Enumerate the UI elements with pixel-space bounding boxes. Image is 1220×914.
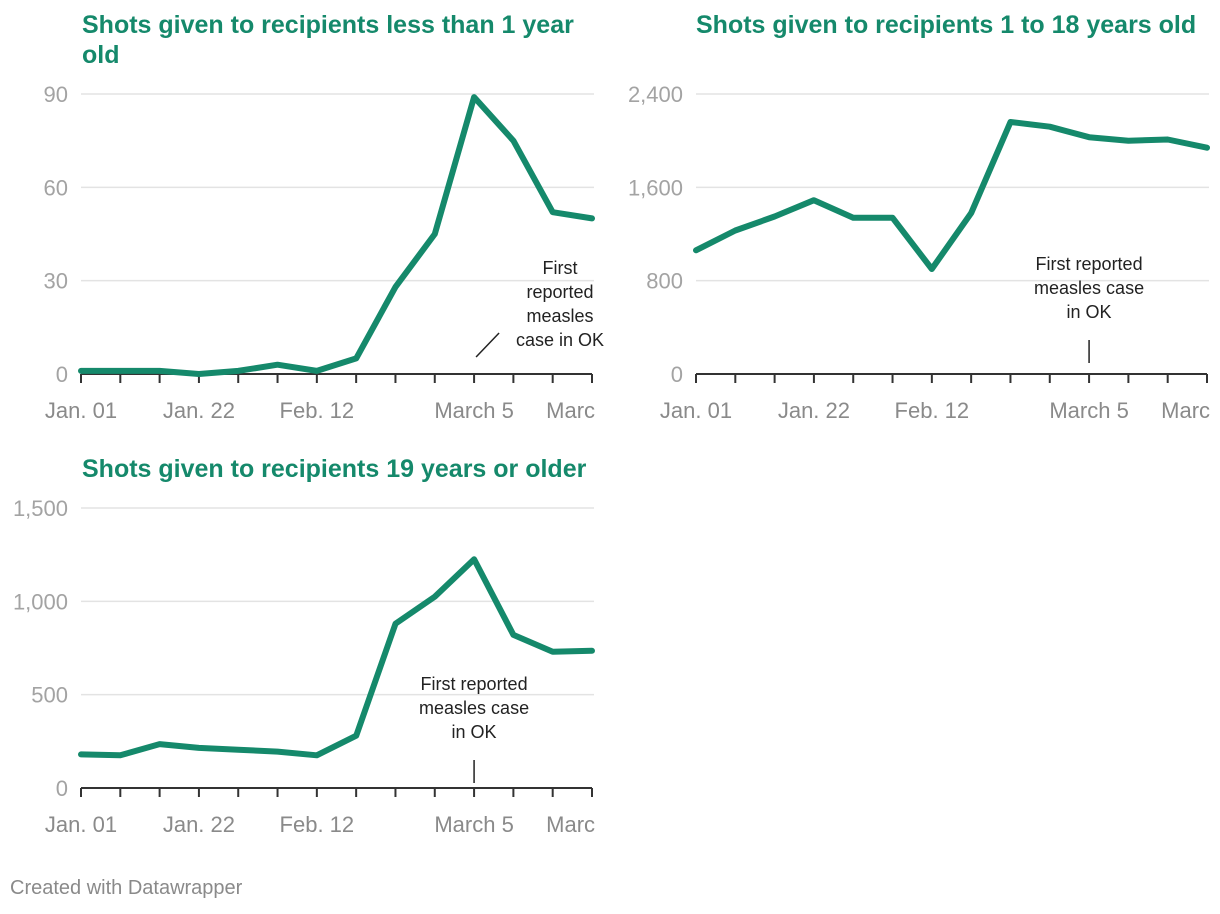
- x-tick-label: Feb. 12: [895, 398, 970, 423]
- x-tick-label: Jan. 22: [778, 398, 850, 423]
- annotation-text: reported: [526, 282, 593, 302]
- series-line: [78, 556, 595, 759]
- chart-title: Shots given to recipients 19 years or ol…: [82, 455, 587, 483]
- y-tick-label: 1,000: [13, 589, 68, 614]
- chart-panel-1-to-18: Shots given to recipients 1 to 18 years …: [610, 0, 1220, 440]
- x-tick-label: Jan. 01: [45, 812, 117, 837]
- line-chart: 0 500 1,000 1,500 Jan. 01 Jan. 22 Feb. 12 March…: [13, 496, 596, 837]
- y-tick-label: 0: [56, 362, 68, 387]
- x-tick-label: March 5: [1049, 398, 1128, 423]
- x-tick-label: March 26: [546, 398, 638, 423]
- chart-title: Shots given to recipients less than 1 ye…: [82, 11, 574, 69]
- y-tick-label: 2,400: [628, 82, 683, 107]
- annotation-text: case in OK: [516, 330, 604, 350]
- x-tick-label: Jan. 22: [163, 398, 235, 423]
- y-tick-label: 0: [56, 776, 68, 801]
- annotation-text: measles case: [1034, 278, 1144, 298]
- y-tick-label: 1,600: [628, 175, 683, 200]
- y-tick-label: 90: [44, 82, 68, 107]
- annotation-text: First: [543, 258, 578, 278]
- annotation-text: measles: [526, 306, 593, 326]
- line-chart: 0 800 1,600 2,400 Jan. 01 Jan. 22 Feb. 12 March…: [628, 82, 1220, 423]
- x-tick-label: Jan. 22: [163, 812, 235, 837]
- annotation-text: First reported: [421, 674, 528, 694]
- y-tick-label: 0: [671, 362, 683, 387]
- x-tick-label: Jan. 01: [45, 398, 117, 423]
- x-tick-label: March 5: [434, 398, 513, 423]
- x-tick-label: Jan. 01: [660, 398, 732, 423]
- series-line: [78, 94, 595, 377]
- annotation-text: in OK: [452, 722, 497, 742]
- annotation-text: in OK: [1067, 302, 1112, 322]
- chart-panel-under-1: Shots given to recipients less than 1 ye…: [0, 0, 610, 440]
- chart-panel-19-plus: Shots given to recipients 19 years or ol…: [0, 440, 610, 860]
- y-tick-label: 500: [31, 683, 68, 708]
- x-tick-label: Feb. 12: [280, 398, 355, 423]
- annotation-line: [475, 332, 500, 358]
- x-tick-label: March 26: [1161, 398, 1220, 423]
- x-tick-label: March 5: [434, 812, 513, 837]
- y-tick-label: 1,500: [13, 496, 68, 521]
- series-line: [693, 119, 1210, 272]
- footer-credit: Created with Datawrapper: [10, 877, 243, 899]
- y-tick-label: 60: [44, 175, 68, 200]
- y-tick-label: 800: [646, 269, 683, 294]
- y-tick-label: 30: [44, 269, 68, 294]
- x-tick-label: March 26: [546, 812, 638, 837]
- x-tick-label: Feb. 12: [280, 812, 355, 837]
- annotation-text: measles case: [419, 698, 529, 718]
- chart-title: Shots given to recipients 1 to 18 years …: [696, 11, 1197, 39]
- annotation-text: First reported: [1036, 254, 1143, 274]
